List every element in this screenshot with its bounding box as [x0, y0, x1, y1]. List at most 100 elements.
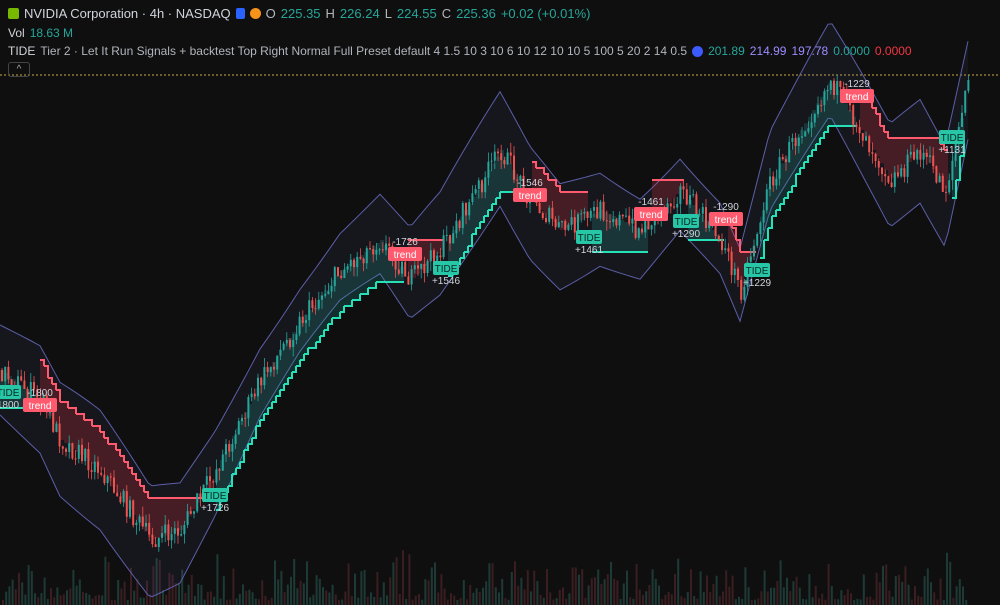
stop-fill [896, 138, 900, 174]
stop-fill [660, 180, 664, 210]
stop-fill [348, 264, 352, 306]
stop-line [296, 360, 301, 367]
stop-fill [292, 332, 296, 372]
stop-fill [604, 212, 608, 252]
stop-fill [360, 255, 364, 294]
stop-fill [900, 138, 904, 170]
volume-bar [434, 562, 436, 605]
volume-bar [658, 585, 660, 605]
stop-fill [300, 320, 304, 360]
candle-body [698, 213, 701, 215]
volume-bar [638, 589, 641, 605]
stop-line [540, 167, 545, 174]
flag[interactable] [235, 8, 245, 19]
stop-line [44, 365, 49, 378]
vol-label[interactable]: Vol [8, 26, 25, 40]
volume-bar [946, 552, 948, 605]
volume-bar [526, 570, 529, 605]
volume-bar [757, 598, 760, 605]
candle-body [129, 500, 131, 517]
volume-bar [98, 594, 100, 605]
candle-body [701, 207, 704, 214]
stop-fill [576, 192, 580, 222]
candle-body [887, 176, 890, 183]
candle-body [820, 105, 823, 107]
volume-bar [78, 579, 81, 605]
signal-pnl: +1229 [743, 278, 772, 289]
volume-bar [933, 592, 936, 605]
stop-line [544, 173, 549, 180]
stop-line [356, 294, 361, 301]
volume-bar [798, 587, 801, 605]
volume-bar [110, 599, 113, 605]
candle-body [308, 300, 311, 321]
volume-bar [146, 580, 148, 605]
candle-body [77, 444, 80, 459]
volume-bar [325, 590, 328, 605]
volume-bar [114, 599, 116, 605]
indicator-name[interactable]: TIDE [8, 44, 36, 58]
candle-body [183, 524, 186, 535]
stop-fill [924, 138, 928, 157]
stop-fill [700, 215, 704, 240]
candle-body [762, 210, 765, 223]
candle-body [71, 443, 74, 459]
volume-bar [24, 594, 27, 605]
volume-bar [622, 583, 625, 605]
volume-bar [376, 571, 379, 605]
indicator-value: 0.0000 [833, 44, 870, 58]
volume-bar [664, 594, 667, 605]
stop-fill [220, 460, 224, 498]
volume-bar [882, 565, 884, 605]
candle-body [93, 461, 96, 473]
volume-bar [498, 592, 500, 605]
candle-body [807, 128, 810, 132]
volume-bar [354, 573, 356, 605]
stop-fill [172, 498, 176, 533]
volume-bar [229, 599, 232, 605]
candle-body [769, 176, 771, 190]
volume-bar [642, 594, 644, 605]
band-lower [0, 117, 969, 598]
volume-bar [302, 583, 305, 605]
stop-fill [320, 295, 324, 336]
signal-label: TIDE+1131 [938, 130, 966, 156]
collapse-button[interactable]: ^ [8, 62, 30, 77]
stop-fill [632, 226, 636, 252]
volume-bar [488, 563, 491, 605]
volume-bar [930, 582, 932, 605]
candle-body [218, 469, 221, 471]
symbol[interactable]: NVIDIA Corporation · 4h · NASDAQ [24, 6, 231, 21]
candle-body [589, 210, 592, 218]
stop-fill [424, 240, 428, 266]
stop-fill [476, 190, 480, 228]
volume-bar [936, 599, 939, 605]
candle-body [548, 207, 551, 222]
stop-fill [868, 102, 872, 144]
volume-bar [744, 567, 747, 605]
volume-bar [306, 561, 308, 605]
candle-body [906, 154, 909, 177]
candle-body [813, 114, 816, 123]
candle-body [884, 174, 887, 177]
volume-bar [363, 569, 366, 605]
volume-bar [520, 577, 523, 605]
candle-body [858, 127, 861, 134]
stop-fill [808, 116, 812, 156]
indicator-icon[interactable] [692, 45, 704, 57]
volume-bar [379, 597, 382, 605]
stop-fill [224, 452, 228, 492]
stop-line [300, 354, 305, 361]
stop-fill [740, 252, 744, 290]
stop-fill [372, 246, 376, 288]
stop-fill [472, 196, 476, 234]
candle-body [964, 90, 967, 113]
volume-bar [280, 570, 283, 605]
candle-body [109, 476, 112, 478]
volume-bar [366, 596, 369, 605]
volume-bar [670, 594, 673, 605]
volume-bar [267, 599, 270, 605]
signal-label: -1229 trend [840, 79, 874, 103]
candle-body [877, 161, 880, 168]
stop-line [824, 126, 829, 133]
